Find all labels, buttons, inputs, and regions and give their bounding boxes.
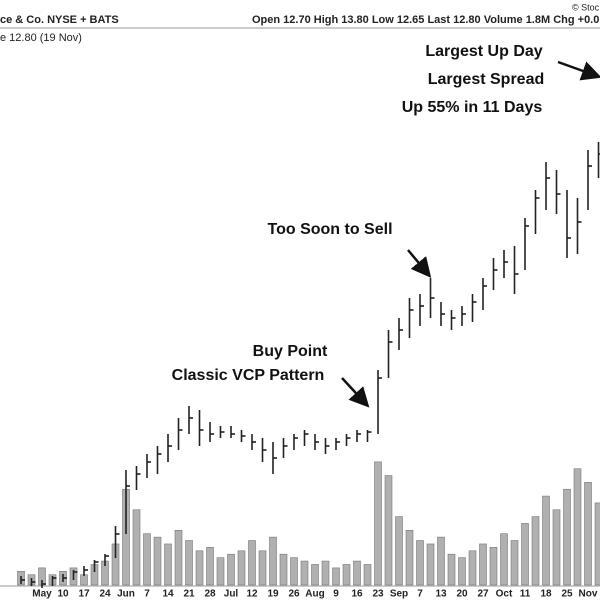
volume-bar bbox=[311, 564, 319, 586]
last-price: e 12.80 (19 Nov) bbox=[0, 32, 82, 44]
source: © Stoc bbox=[572, 2, 600, 12]
arrow bbox=[341, 377, 370, 408]
volume-bar bbox=[206, 547, 214, 586]
x-tick-label: 19 bbox=[267, 589, 279, 600]
x-tick-label: 20 bbox=[456, 589, 468, 600]
x-tick-label: 7 bbox=[144, 589, 150, 600]
volume-bar bbox=[174, 529, 183, 586]
arrow bbox=[557, 60, 600, 81]
volume-bar bbox=[405, 529, 414, 586]
x-tick-label: 11 bbox=[520, 589, 531, 600]
volume-bar bbox=[468, 550, 477, 586]
volume-bar bbox=[195, 550, 204, 586]
x-tick-label: Oct bbox=[496, 589, 513, 600]
x-tick-label: 10 bbox=[57, 589, 69, 600]
symbol: ce & Co. NYSE + BATS bbox=[0, 14, 119, 26]
x-tick-label: 7 bbox=[417, 589, 423, 600]
annotation: Classic VCP Pattern bbox=[172, 367, 325, 384]
x-tick-label: 27 bbox=[477, 589, 489, 600]
volume-bar bbox=[164, 543, 172, 586]
volume-bar bbox=[384, 475, 393, 586]
volume-bar bbox=[426, 543, 435, 586]
volume-bar bbox=[363, 564, 372, 586]
volume-bar bbox=[237, 550, 246, 586]
x-tick-label: Jul bbox=[224, 589, 239, 600]
volume-bar bbox=[521, 523, 529, 586]
volume-bar bbox=[248, 540, 256, 586]
volume-bar bbox=[416, 540, 424, 586]
volume-bar bbox=[479, 543, 487, 586]
x-tick-label: 21 bbox=[183, 589, 195, 600]
x-tick-label: 24 bbox=[99, 589, 111, 600]
volume-bar bbox=[353, 560, 361, 586]
volume-bar bbox=[552, 509, 561, 586]
volume-bar bbox=[279, 553, 288, 586]
annotation: Up 55% in 11 Days bbox=[402, 99, 543, 116]
volume-bar bbox=[584, 482, 592, 586]
volume-bar bbox=[531, 516, 540, 586]
x-tick-label: 13 bbox=[435, 589, 447, 600]
x-tick-label: 28 bbox=[204, 589, 216, 600]
volume-bar bbox=[185, 540, 193, 586]
volume-bar bbox=[542, 495, 550, 586]
volume-bar bbox=[374, 461, 382, 586]
x-tick-label: 16 bbox=[351, 589, 363, 600]
annotation: Too Soon to Sell bbox=[267, 221, 392, 238]
volume-bar bbox=[437, 536, 445, 586]
volume-bar bbox=[447, 553, 456, 586]
volume-bar bbox=[269, 536, 277, 586]
volume-bar bbox=[573, 468, 582, 586]
volume-bar bbox=[227, 553, 235, 586]
volume-bar bbox=[80, 574, 88, 586]
volume-bar bbox=[563, 488, 571, 586]
volume-bar bbox=[290, 557, 298, 586]
volume-bar bbox=[216, 557, 225, 586]
arrow bbox=[407, 249, 432, 278]
volume-bar bbox=[500, 533, 508, 586]
x-tick-label: May bbox=[32, 589, 52, 600]
annotation: Buy Point bbox=[253, 343, 328, 360]
x-tick-label: 12 bbox=[246, 589, 258, 600]
x-tick-label: Nov bbox=[579, 589, 598, 600]
x-tick-label: 17 bbox=[78, 589, 90, 600]
volume-bar bbox=[132, 509, 141, 586]
volume-bar bbox=[321, 560, 330, 586]
volume-bar bbox=[300, 560, 309, 586]
volume-bar bbox=[458, 557, 466, 586]
volume-bar bbox=[594, 502, 600, 586]
x-tick-label: 14 bbox=[162, 589, 174, 600]
annotation: Largest Spread bbox=[428, 71, 544, 88]
volume-bar bbox=[342, 564, 351, 586]
volume-bar bbox=[489, 547, 498, 586]
x-tick-label: Aug bbox=[305, 589, 324, 600]
x-tick-label: 25 bbox=[561, 589, 573, 600]
annotation: Largest Up Day bbox=[425, 43, 542, 60]
volume-bar bbox=[258, 550, 267, 586]
x-tick-label: Jun bbox=[117, 589, 135, 600]
volume-bar bbox=[153, 536, 162, 586]
x-tick-label: 9 bbox=[333, 589, 339, 600]
x-tick-label: Sep bbox=[390, 589, 408, 600]
volume-bar bbox=[143, 533, 151, 586]
quote: Open 12.70 High 13.80 Low 12.65 Last 12.… bbox=[252, 14, 599, 26]
x-tick-label: 23 bbox=[372, 589, 384, 600]
volume-bar bbox=[510, 540, 519, 586]
x-tick-label: 26 bbox=[288, 589, 300, 600]
volume-bar bbox=[395, 516, 403, 586]
x-tick-label: 18 bbox=[540, 589, 552, 600]
volume-bar bbox=[332, 567, 340, 586]
